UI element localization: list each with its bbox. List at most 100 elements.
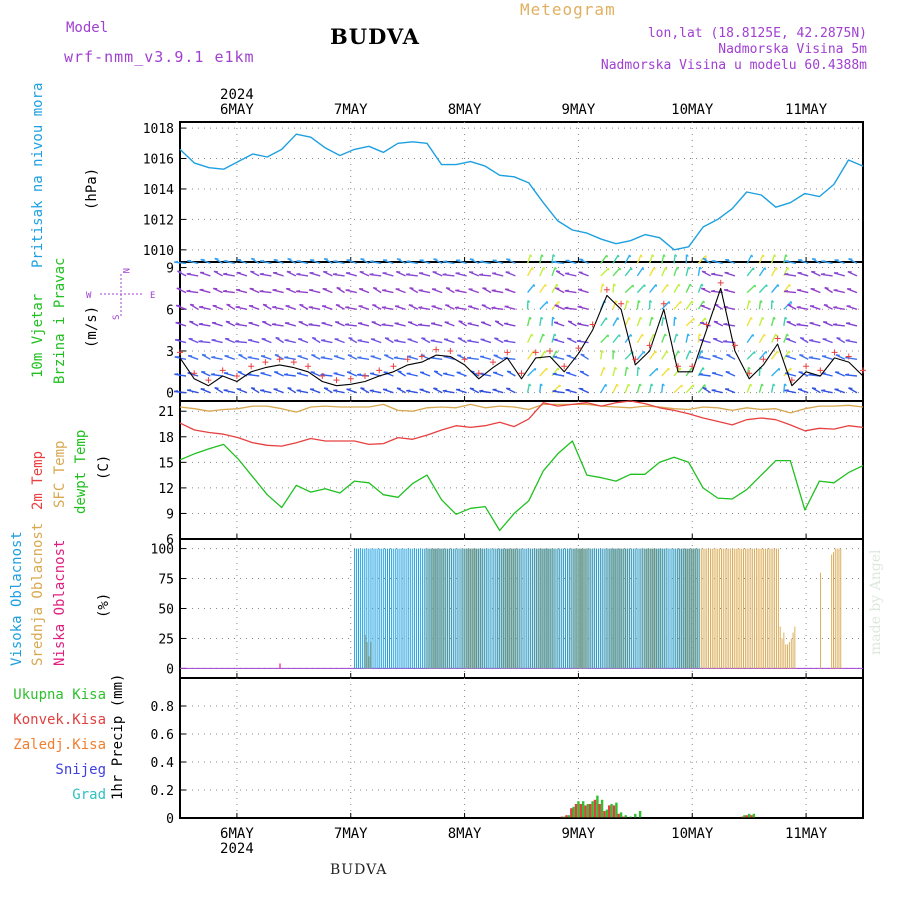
x-label-top: 9MAY [562, 102, 596, 118]
wind-arrow-head [580, 353, 585, 356]
y-tick-label: 0.8 [151, 700, 174, 715]
wind-arrow [685, 283, 691, 293]
mid-cloud-bar [537, 548, 539, 669]
wind-arrow-head [481, 304, 486, 307]
mid-cloud-bar [715, 548, 717, 669]
year-label-top: 2024 [220, 87, 254, 103]
wind-arrow [539, 350, 546, 360]
wind-arrow-head [296, 273, 301, 275]
high-cloud-bar [408, 548, 410, 669]
mid-cloud-bar [643, 548, 645, 669]
high-cloud-bar [375, 548, 377, 669]
high-cloud-bar [543, 548, 545, 669]
mid-cloud-bar [542, 548, 544, 669]
wind-arrow-head [811, 387, 817, 390]
wind-arrow-head [784, 273, 789, 275]
wind-arrow-head [687, 333, 690, 337]
high-cloud-bar [499, 548, 501, 669]
high-cloud-bar [526, 548, 528, 669]
wind-arrow-head [820, 273, 825, 275]
wind-arrow-head [567, 320, 573, 323]
mid-cloud-bar [759, 548, 761, 669]
wind-gust-marker [433, 346, 440, 353]
wind-gust-marker [177, 349, 183, 356]
high-cloud-bar [549, 548, 551, 669]
high-cloud-bar [690, 548, 692, 669]
wind-arrow-head [531, 267, 534, 270]
wind-arrow-head [445, 304, 450, 307]
wind-arrow-head [605, 384, 608, 387]
wind-arrow [648, 333, 655, 343]
high-cloud-bar [656, 548, 657, 669]
wind-arrow-head [665, 267, 668, 270]
total-precip-bar [610, 804, 613, 818]
wind-arrow [526, 254, 532, 264]
wind-arrow-head [369, 260, 374, 263]
wind-arrow-head [357, 373, 362, 376]
wind-arrow-head [372, 304, 377, 306]
total-precip-bar [752, 813, 756, 818]
wind-arrow-head [626, 300, 630, 304]
wind-arrow-head [775, 267, 778, 270]
y-tick-label: 9 [166, 262, 174, 277]
wind-arrow-head [555, 287, 560, 290]
wind-arrow-head [689, 283, 692, 287]
mid-cloud-bar [687, 548, 689, 669]
wind-arrow [624, 267, 633, 277]
wind-arrow-head [454, 306, 459, 309]
wind-arrow-head [442, 273, 447, 276]
wind-arrow-head [654, 350, 657, 354]
high-cloud-bar [539, 548, 541, 669]
high-cloud-bar [462, 548, 464, 669]
total-precip-bar [567, 815, 571, 818]
wind-arrow [539, 317, 542, 327]
wind-arrow [758, 383, 763, 393]
high-cloud-bar [634, 548, 636, 669]
mid-cloud-bar [504, 548, 506, 669]
high-cloud-bar [394, 548, 396, 669]
high-cloud-bar [427, 548, 429, 669]
high-cloud-bar [400, 548, 402, 669]
wind-arrow-head [311, 354, 316, 356]
mid-cloud-bar [838, 548, 840, 669]
wind-gust-marker [646, 342, 653, 349]
wind-arrow [746, 254, 753, 264]
mid-cloud-bar [620, 548, 621, 669]
mid-cloud-bar [686, 548, 688, 669]
wind-gust-marker [618, 300, 625, 307]
mid-cloud-bar [710, 548, 711, 669]
high-cloud-bar [545, 548, 547, 669]
wind-arrow [746, 284, 756, 294]
wind-arrow-head [527, 300, 531, 303]
wind-arrow-head [808, 356, 813, 359]
wind-arrow [551, 317, 554, 326]
wind-arrow-head [434, 370, 439, 373]
wind-arrow-head [433, 387, 438, 390]
wind-arrow [551, 254, 554, 264]
high-cloud-bar [483, 548, 485, 669]
wind-arrow [746, 300, 750, 310]
wind-arrow-head [259, 290, 264, 292]
mid-cloud-bar [546, 548, 548, 669]
panel-frame-0 [179, 121, 864, 263]
wind-arrow [600, 254, 608, 264]
high-cloud-bar [601, 548, 603, 669]
high-cloud-bar [557, 548, 559, 669]
wind-arrow-head [788, 350, 791, 354]
mid-cloud-bar [752, 548, 754, 669]
wind-arrow [526, 383, 530, 393]
high-cloud-bar [683, 548, 685, 669]
mid-cloud-bar [544, 548, 546, 669]
total-precip-bar [624, 815, 627, 818]
panel-frame-1 [179, 261, 864, 402]
high-cloud-bar [555, 548, 557, 669]
mid-cloud-bar [743, 548, 744, 669]
legend-snow: Snijeg [55, 762, 106, 778]
wind-arrow [661, 333, 666, 343]
mid-cloud-bar [500, 548, 502, 669]
wind-arrow-head [469, 258, 474, 261]
mid-cloud-bar [777, 548, 779, 669]
y-tick-label: 25 [158, 632, 174, 647]
mid-cloud-bar [684, 548, 686, 669]
high-cloud-bar [582, 548, 584, 669]
